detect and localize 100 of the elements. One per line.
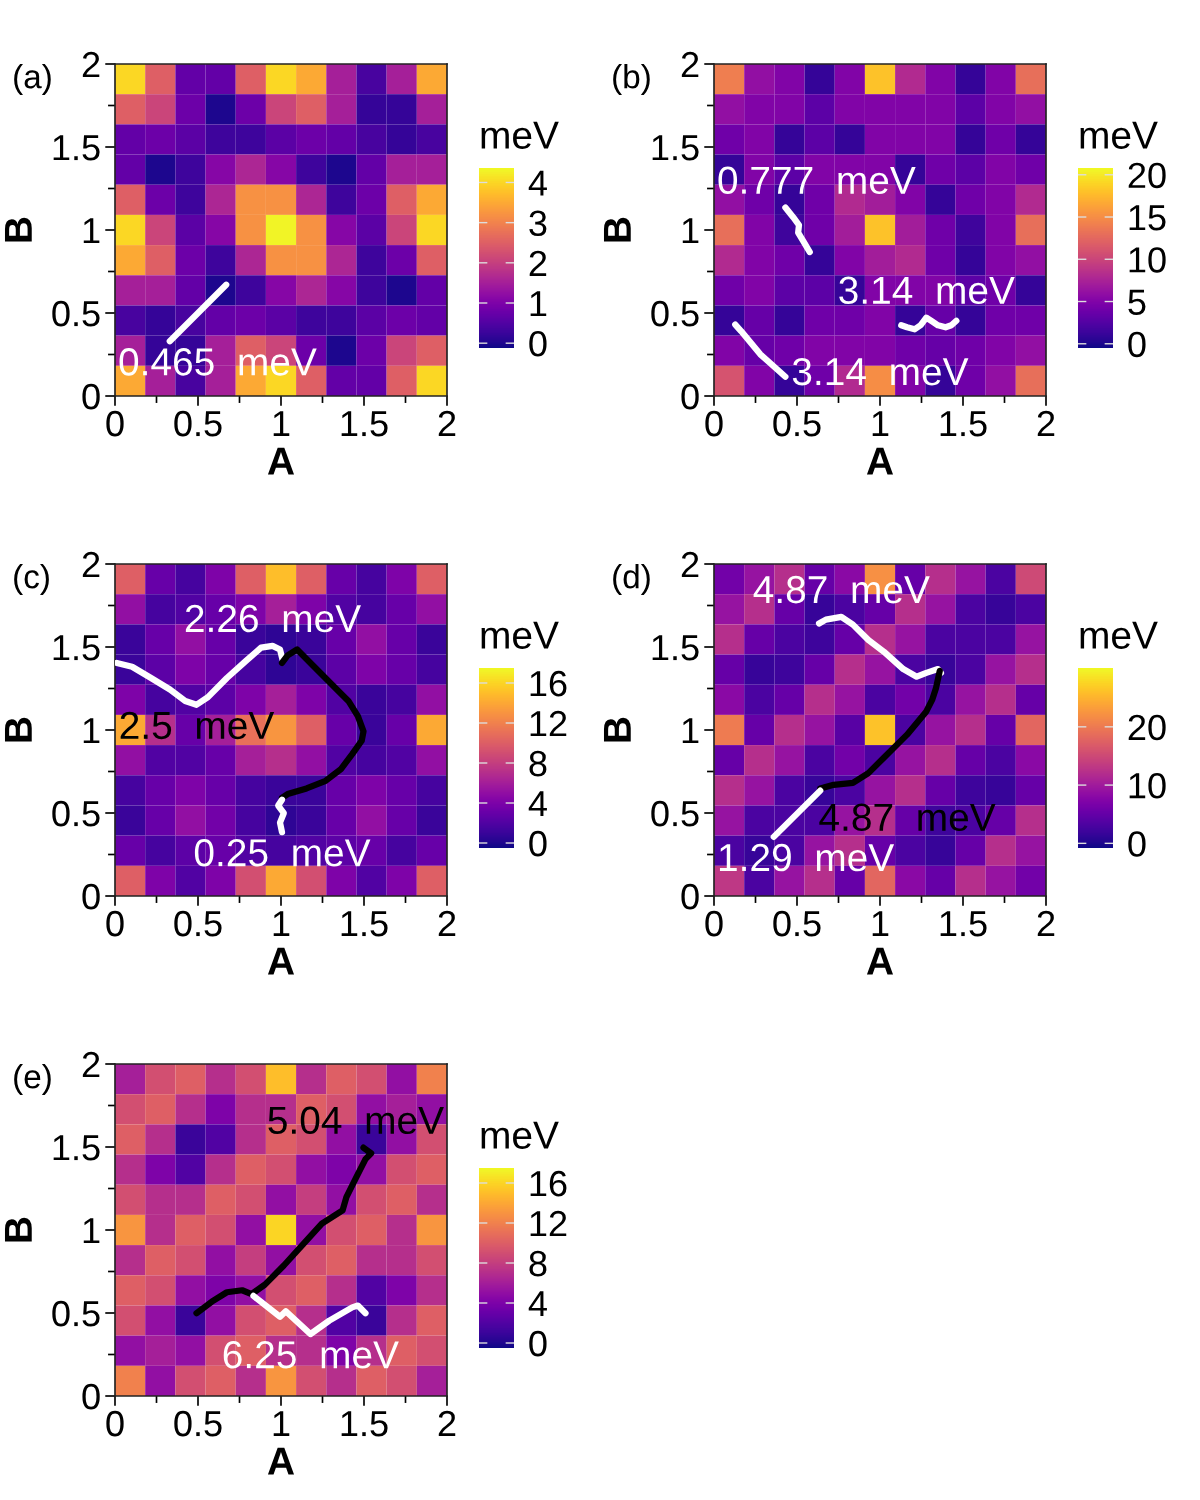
y-tick-label: 2 xyxy=(681,51,699,78)
color-bar-label: 20 xyxy=(1128,714,1166,741)
chart-title: (e) xyxy=(14,1064,51,1096)
y-axis-title: B xyxy=(603,217,631,242)
annotation: 0.777 meV xyxy=(718,166,916,195)
y-axis-title: B xyxy=(4,1217,32,1242)
y-tick-label: 2 xyxy=(82,1051,100,1078)
color-bar-label: 12 xyxy=(530,1210,567,1237)
color-bar-label: 0 xyxy=(529,830,547,857)
color-bar-label: 0 xyxy=(1128,831,1146,857)
annotation: 4.87 meV xyxy=(753,575,930,604)
y-tick-label: 0 xyxy=(681,883,699,910)
y-tick-label: 0.5 xyxy=(52,800,100,827)
chart-title: (b) xyxy=(613,64,650,96)
color-bar-label: 15 xyxy=(1129,205,1166,231)
x-axis-title: A xyxy=(267,1447,295,1475)
color-bar-label: 5 xyxy=(1128,289,1146,315)
y-tick-label: 0 xyxy=(82,1383,100,1410)
color-bar-label: 8 xyxy=(529,750,547,777)
color-bar-label: 4 xyxy=(528,791,547,817)
x-tick-label: 0 xyxy=(106,410,124,437)
x-tick-label: 1 xyxy=(273,411,290,437)
x-tick-label: 2 xyxy=(1037,910,1055,937)
x-axis-title: A xyxy=(866,947,894,975)
y-tick-label: 1.5 xyxy=(53,135,100,161)
chart-title: (c) xyxy=(14,564,49,596)
y-tick-label: 1 xyxy=(682,218,699,244)
x-tick-label: 1 xyxy=(273,1411,290,1437)
x-tick-label: 1.5 xyxy=(341,411,388,437)
color-bar-title: meV xyxy=(481,121,559,149)
y-tick-label: 2 xyxy=(82,51,100,78)
color-bar-title: meV xyxy=(481,1121,559,1149)
x-tick-label: 1 xyxy=(273,911,290,937)
x-tick-label: 0.5 xyxy=(174,410,222,437)
annotation: 0.25 meV xyxy=(194,838,371,867)
x-tick-label: 1.5 xyxy=(341,1411,388,1437)
x-tick-label: 0.5 xyxy=(174,1410,222,1437)
y-axis-title: B xyxy=(4,217,32,242)
y-tick-label: 0.5 xyxy=(651,300,699,327)
y-tick-label: 0.5 xyxy=(52,1300,100,1327)
color-bar-title: meV xyxy=(1080,121,1158,149)
chart-title: (d) xyxy=(613,564,650,596)
x-tick-label: 0 xyxy=(106,910,124,937)
y-tick-label: 1.5 xyxy=(652,135,699,161)
color-bar-label: 1 xyxy=(530,291,547,317)
y-tick-label: 2 xyxy=(82,551,100,578)
color-bar-label: 0 xyxy=(529,1330,547,1357)
color-bar-label: 20 xyxy=(1128,162,1166,189)
color-bar-title: meV xyxy=(481,621,559,649)
y-tick-label: 1 xyxy=(83,718,100,744)
y-tick-label: 1.5 xyxy=(53,1135,100,1161)
color-bar-label: 16 xyxy=(530,670,567,697)
x-axis-title: A xyxy=(866,447,894,475)
x-tick-label: 2 xyxy=(438,410,456,437)
x-tick-label: 0 xyxy=(705,410,723,437)
x-tick-label: 0.5 xyxy=(773,910,821,937)
x-tick-label: 1.5 xyxy=(940,411,987,437)
x-tick-label: 1.5 xyxy=(341,911,388,937)
x-tick-label: 2 xyxy=(438,1410,456,1437)
color-bar-label: 10 xyxy=(1129,772,1166,799)
color-bar-label: 4 xyxy=(528,170,547,196)
color-bar-label: 0 xyxy=(1128,331,1146,358)
y-tick-label: 0 xyxy=(82,883,100,910)
x-tick-label: 2 xyxy=(438,910,456,937)
y-tick-label: 0.5 xyxy=(52,300,100,327)
x-tick-label: 1 xyxy=(872,411,889,437)
annotation: 2.5 meV xyxy=(120,711,275,740)
annotation: 3.14 meV xyxy=(839,276,1015,305)
annotation: 4.87 meV xyxy=(819,803,996,832)
color-bar-label: 12 xyxy=(530,710,567,737)
y-axis-title: B xyxy=(4,717,32,742)
x-tick-label: 0 xyxy=(106,1410,124,1437)
y-tick-label: 1.5 xyxy=(53,635,100,661)
annotation: 3.14 meV xyxy=(792,357,969,386)
color-bar-label: 10 xyxy=(1129,247,1166,273)
x-axis-title: A xyxy=(267,447,295,475)
color-bar-title: meV xyxy=(1080,621,1158,649)
y-tick-label: 1 xyxy=(83,1218,100,1244)
color-bar-label: 0 xyxy=(529,331,547,357)
color-bar-label: 2 xyxy=(529,250,547,276)
y-tick-label: 0 xyxy=(681,383,699,410)
color-bar-label: 3 xyxy=(529,210,547,237)
y-tick-label: 1 xyxy=(682,718,699,744)
y-tick-label: 0.5 xyxy=(651,800,699,827)
color-bar-label: 16 xyxy=(530,1170,567,1197)
color-bar-label: 4 xyxy=(528,1291,547,1317)
chart-title: (a) xyxy=(14,64,51,96)
y-tick-label: 1 xyxy=(83,218,100,244)
annotation: 2.26 meV xyxy=(185,604,361,633)
x-tick-label: 0.5 xyxy=(773,410,821,437)
annotation: 5.04 meV xyxy=(268,1106,444,1135)
x-tick-label: 1.5 xyxy=(940,911,987,937)
y-tick-label: 0 xyxy=(82,383,100,410)
color-bar-label: 8 xyxy=(529,1250,547,1277)
x-tick-label: 1 xyxy=(872,911,889,937)
x-tick-label: 0.5 xyxy=(174,910,222,937)
annotation: 6.25 meV xyxy=(223,1340,399,1369)
x-tick-label: 0 xyxy=(705,910,723,937)
y-tick-label: 1.5 xyxy=(652,635,699,661)
x-axis-title: A xyxy=(267,947,295,975)
